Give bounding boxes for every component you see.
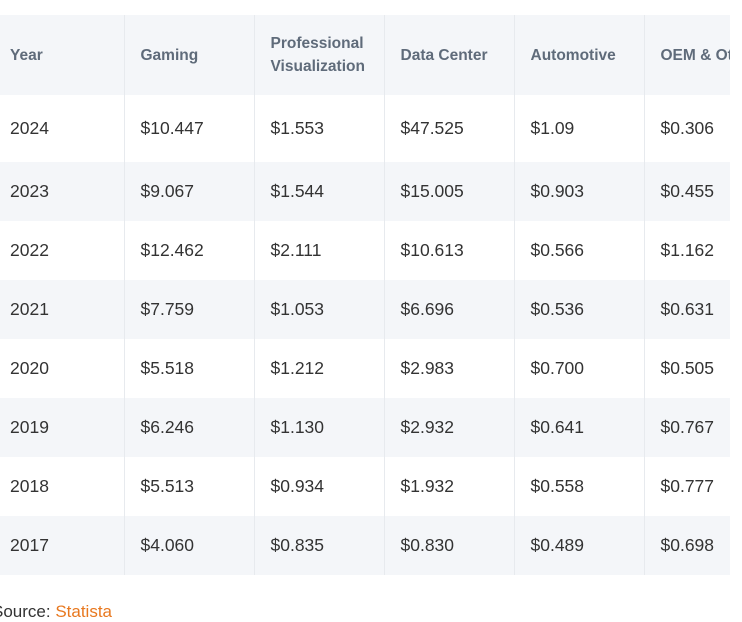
header-oem-other: OEM & Ot — [660, 46, 731, 64]
source-prefix: Source: — [0, 602, 51, 621]
cell-gaming: $4.060 — [124, 516, 255, 575]
cell-professional-visualization: $1.212 — [254, 339, 385, 398]
cell-year: 2023 — [0, 162, 125, 221]
cell-automotive: $0.641 — [514, 398, 645, 457]
header-professional-visualization: Professional Visualization — [254, 15, 385, 95]
table-row: 2024 $10.447 $1.553 $47.525 $1.09 $0.306 — [0, 95, 730, 162]
cell-data-center: $6.696 — [384, 280, 515, 339]
cell-automotive: $0.536 — [514, 280, 645, 339]
cell-automotive: $1.09 — [514, 95, 645, 162]
cell-gaming: $5.518 — [124, 339, 255, 398]
cell-oem-other: $1.162 — [660, 240, 715, 260]
cell-professional-visualization: $1.553 — [254, 95, 385, 162]
table-body: 2024 $10.447 $1.553 $47.525 $1.09 $0.306 2023 $… — [0, 95, 730, 575]
table-row: 2020 $5.518 $1.212 $2.983 $0.700 $0.505 — [0, 339, 730, 398]
table-header-row: Year Gaming Professional Visualization Da… — [0, 15, 730, 95]
cell-year: 2021 — [0, 280, 125, 339]
cell-automotive: $0.700 — [514, 339, 645, 398]
cell-oem-other: $0.767 — [660, 417, 715, 437]
cell-oem-other: $0.306 — [660, 118, 715, 138]
cell-gaming: $5.513 — [124, 457, 255, 516]
cell-year: 2024 — [0, 95, 125, 162]
cell-data-center: $15.005 — [384, 162, 515, 221]
revenue-table: Year Gaming Professional Visualization Da… — [0, 15, 730, 575]
cell-oem-other: $0.698 — [660, 535, 715, 555]
cell-year: 2020 — [0, 339, 125, 398]
cell-gaming: $10.447 — [124, 95, 255, 162]
table-row: 2023 $9.067 $1.544 $15.005 $0.903 $0.455 — [0, 162, 730, 221]
cell-professional-visualization: $0.934 — [254, 457, 385, 516]
header-data-center: Data Center — [384, 15, 515, 95]
revenue-table-container: Year Gaming Professional Visualization Da… — [0, 15, 730, 576]
cell-oem-other: $0.505 — [660, 358, 715, 378]
table-row: 2017 $4.060 $0.835 $0.830 $0.489 $0.698 — [0, 516, 730, 575]
cell-gaming: $9.067 — [124, 162, 255, 221]
cell-professional-visualization: $1.544 — [254, 162, 385, 221]
cell-gaming: $6.246 — [124, 398, 255, 457]
header-automotive: Automotive — [514, 15, 645, 95]
cell-professional-visualization: $2.111 — [254, 221, 385, 280]
cell-year: 2017 — [0, 516, 125, 575]
cell-year: 2022 — [0, 221, 125, 280]
cell-professional-visualization: $1.053 — [254, 280, 385, 339]
cell-automotive: $0.558 — [514, 457, 645, 516]
cell-gaming: $7.759 — [124, 280, 255, 339]
cell-automotive: $0.489 — [514, 516, 645, 575]
cell-automotive: $0.566 — [514, 221, 645, 280]
cell-oem-other: $0.777 — [660, 476, 715, 496]
source-line: Source: Statista — [0, 602, 112, 622]
cell-data-center: $1.932 — [384, 457, 515, 516]
cell-data-center: $2.932 — [384, 398, 515, 457]
cell-oem-other: $0.631 — [660, 299, 715, 319]
cell-professional-visualization: $1.130 — [254, 398, 385, 457]
cell-data-center: $10.613 — [384, 221, 515, 280]
table-row: 2021 $7.759 $1.053 $6.696 $0.536 $0.631 — [0, 280, 730, 339]
cell-gaming: $12.462 — [124, 221, 255, 280]
cell-professional-visualization: $0.835 — [254, 516, 385, 575]
cell-data-center: $0.830 — [384, 516, 515, 575]
table-row: 2019 $6.246 $1.130 $2.932 $0.641 $0.767 — [0, 398, 730, 457]
cell-automotive: $0.903 — [514, 162, 645, 221]
cell-oem-other: $0.455 — [660, 181, 715, 201]
cell-data-center: $2.983 — [384, 339, 515, 398]
cell-year: 2018 — [0, 457, 125, 516]
header-gaming: Gaming — [124, 15, 255, 95]
header-year: Year — [0, 15, 125, 95]
table-row: 2022 $12.462 $2.111 $10.613 $0.566 $1.162 — [0, 221, 730, 280]
table-row: 2018 $5.513 $0.934 $1.932 $0.558 $0.777 — [0, 457, 730, 516]
cell-data-center: $47.525 — [384, 95, 515, 162]
statista-link[interactable]: Statista — [55, 602, 113, 621]
cell-year: 2019 — [0, 398, 125, 457]
